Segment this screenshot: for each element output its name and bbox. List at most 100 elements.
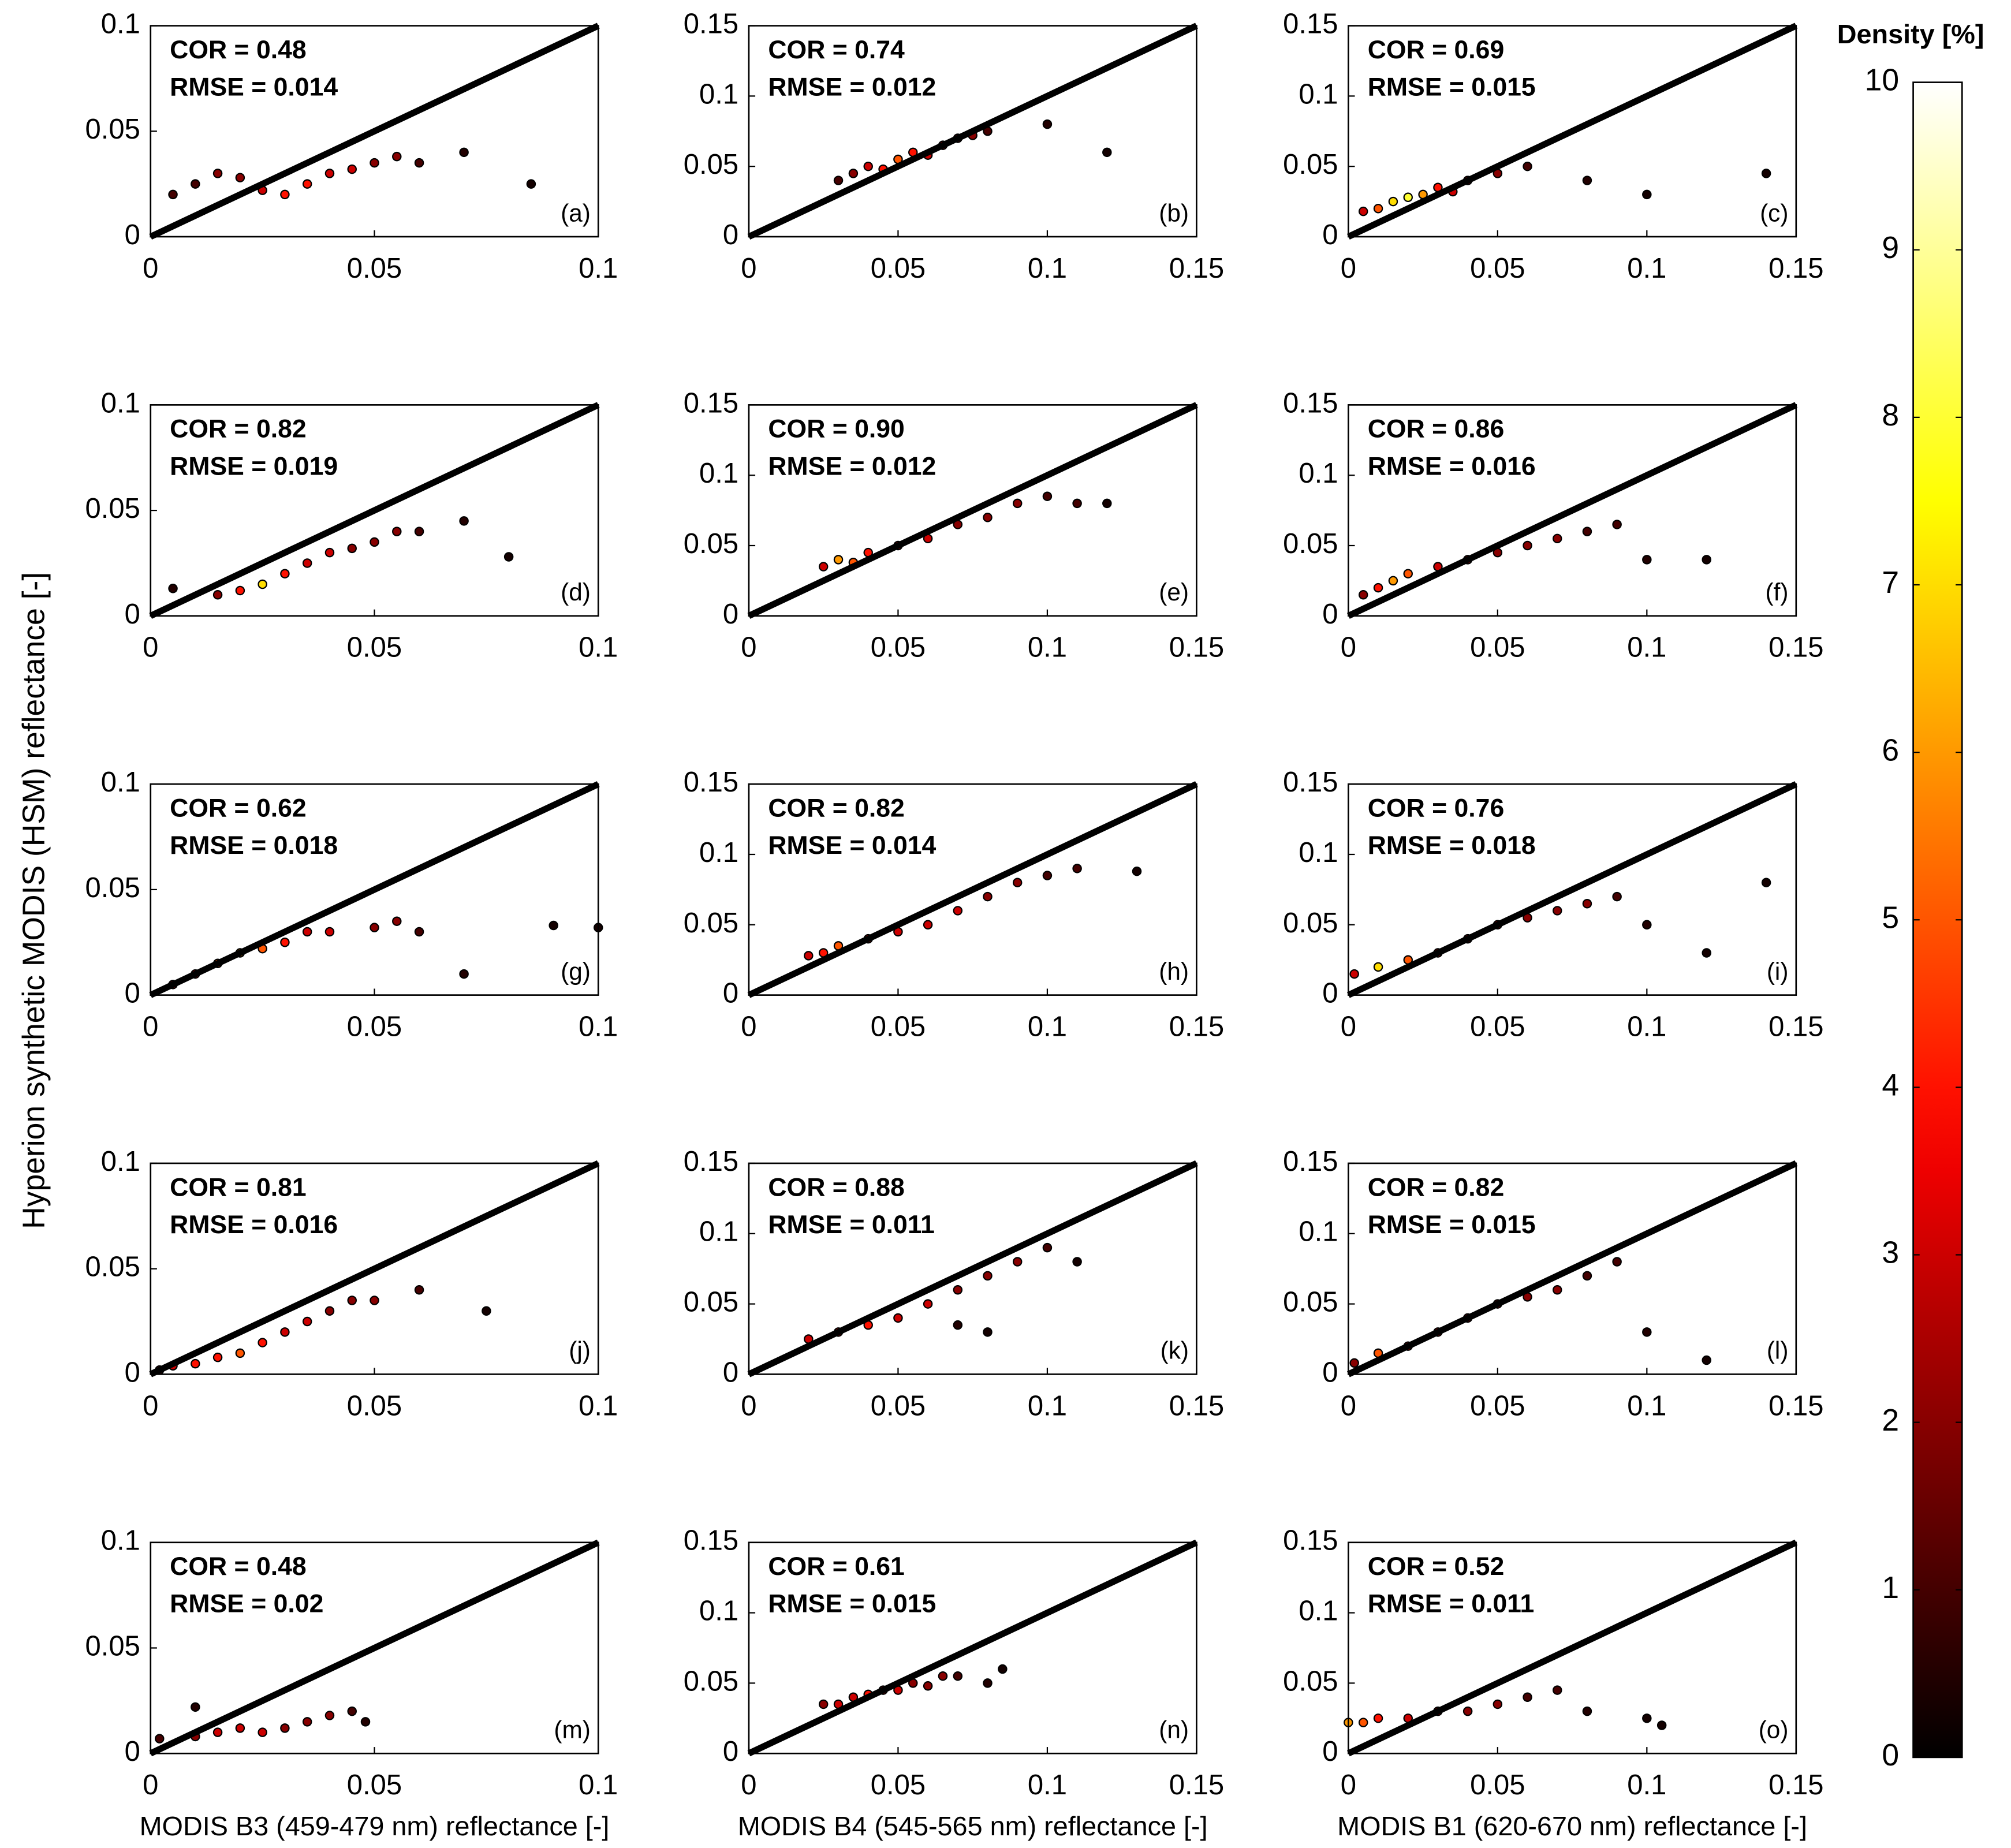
y-tick-label: 0.1 xyxy=(699,837,738,868)
y-tick-label: 0.05 xyxy=(1283,149,1338,180)
point xyxy=(347,543,357,554)
panel-label: (a) xyxy=(561,199,591,226)
point xyxy=(818,562,829,572)
x-tick-label: 0.1 xyxy=(1627,1011,1666,1043)
point xyxy=(1761,169,1771,178)
x-tick-label: 0 xyxy=(741,1011,756,1043)
plot-frame xyxy=(1348,25,1797,238)
y-tick-label: 0.05 xyxy=(1283,908,1338,939)
point xyxy=(938,1671,948,1681)
y-tick-label: 0.15 xyxy=(1283,1146,1338,1177)
y-tick-label: 0.05 xyxy=(1283,1287,1338,1318)
point xyxy=(526,179,536,189)
annotation: RMSE = 0.016 xyxy=(170,1211,338,1239)
point xyxy=(1582,1706,1592,1716)
y-tick-label: 0.05 xyxy=(1283,528,1338,559)
point xyxy=(302,179,312,189)
point xyxy=(258,579,267,589)
one-to-one-line xyxy=(149,1539,600,1757)
point xyxy=(459,147,469,158)
point xyxy=(302,927,312,937)
y-tick-label: 0.15 xyxy=(684,387,738,419)
point xyxy=(1582,527,1592,536)
x-tick-label: 0 xyxy=(741,1769,756,1801)
point xyxy=(1656,1720,1667,1730)
annotation: COR = 0.52 xyxy=(1368,1552,1504,1581)
y-tick-label: 0.15 xyxy=(684,1146,738,1177)
colorbar-tick-label: 0 xyxy=(1882,1738,1899,1772)
x-tick-label: 0.1 xyxy=(579,253,618,284)
points xyxy=(168,516,514,600)
annotation: COR = 0.82 xyxy=(768,794,904,823)
x-tick-label: 0.15 xyxy=(1769,1011,1823,1043)
y-tick-label: 0 xyxy=(125,1357,140,1388)
plot-frame xyxy=(150,1162,599,1375)
y-tick-label: 0 xyxy=(125,978,140,1009)
x-tick-label: 0.1 xyxy=(1627,1390,1666,1421)
point xyxy=(191,179,200,189)
colorbar-tick-label: 5 xyxy=(1882,901,1899,935)
point xyxy=(1012,1257,1023,1267)
point xyxy=(923,1299,933,1309)
annotation: COR = 0.90 xyxy=(768,415,904,443)
one-to-one-line xyxy=(149,781,600,998)
point xyxy=(1072,1257,1082,1267)
one-to-one-line xyxy=(149,1160,600,1377)
x-tick-label: 0 xyxy=(1341,253,1356,284)
point xyxy=(235,585,245,596)
point xyxy=(953,1320,963,1330)
x-tick-label: 0.05 xyxy=(871,632,926,663)
point xyxy=(280,189,290,200)
annotation: COR = 0.82 xyxy=(170,415,306,443)
x-tick-label: 0.1 xyxy=(579,1769,618,1801)
point xyxy=(302,558,312,568)
points xyxy=(155,1702,371,1744)
x-tick-label: 0.15 xyxy=(1169,1769,1224,1801)
annotation: COR = 0.61 xyxy=(768,1552,904,1581)
y-axis-label: Hyperion synthetic MODIS (HSM) reflectan… xyxy=(17,572,51,1229)
x-tick-label: 0 xyxy=(741,632,756,663)
y-tick-label: 0.15 xyxy=(1283,767,1338,798)
panel-label: (b) xyxy=(1159,199,1189,226)
point xyxy=(1612,520,1622,529)
point xyxy=(818,1699,829,1709)
one-to-one-line xyxy=(1346,402,1798,619)
panel-label: (m) xyxy=(554,1716,590,1744)
x-tick-label: 0.05 xyxy=(1470,1769,1525,1801)
x-tick-label: 0 xyxy=(1341,1011,1356,1043)
x-tick-label: 0 xyxy=(143,1769,158,1801)
point xyxy=(212,590,223,600)
annotation: COR = 0.86 xyxy=(1368,415,1504,443)
one-to-one-line xyxy=(149,23,600,240)
x-tick-label: 0.1 xyxy=(579,632,618,663)
x-axis-label: MODIS B4 (545-565 nm) reflectance [-] xyxy=(738,1811,1208,1841)
annotation: RMSE = 0.014 xyxy=(768,831,936,860)
point xyxy=(923,920,933,930)
x-tick-label: 0.15 xyxy=(1169,1390,1224,1421)
point xyxy=(1462,1706,1473,1716)
annotation: RMSE = 0.019 xyxy=(170,452,338,480)
y-tick-label: 0.1 xyxy=(699,1216,738,1248)
point xyxy=(848,169,859,178)
point xyxy=(280,569,290,578)
x-tick-label: 0.1 xyxy=(1028,1390,1067,1421)
point xyxy=(1042,1242,1053,1253)
point xyxy=(347,1706,357,1716)
y-tick-label: 0.15 xyxy=(684,9,738,40)
x-tick-label: 0.05 xyxy=(347,1011,402,1043)
point xyxy=(459,516,469,526)
point xyxy=(1642,920,1652,930)
point xyxy=(1012,498,1023,509)
point xyxy=(983,891,993,902)
plot-frame xyxy=(1348,783,1797,996)
point xyxy=(347,1296,357,1305)
point xyxy=(953,1671,963,1681)
point xyxy=(1642,555,1652,565)
point xyxy=(1349,969,1359,979)
point xyxy=(1702,555,1711,565)
annotation: COR = 0.81 xyxy=(170,1173,306,1201)
point xyxy=(414,158,424,168)
annotation: COR = 0.48 xyxy=(170,36,306,64)
point xyxy=(414,1285,424,1295)
